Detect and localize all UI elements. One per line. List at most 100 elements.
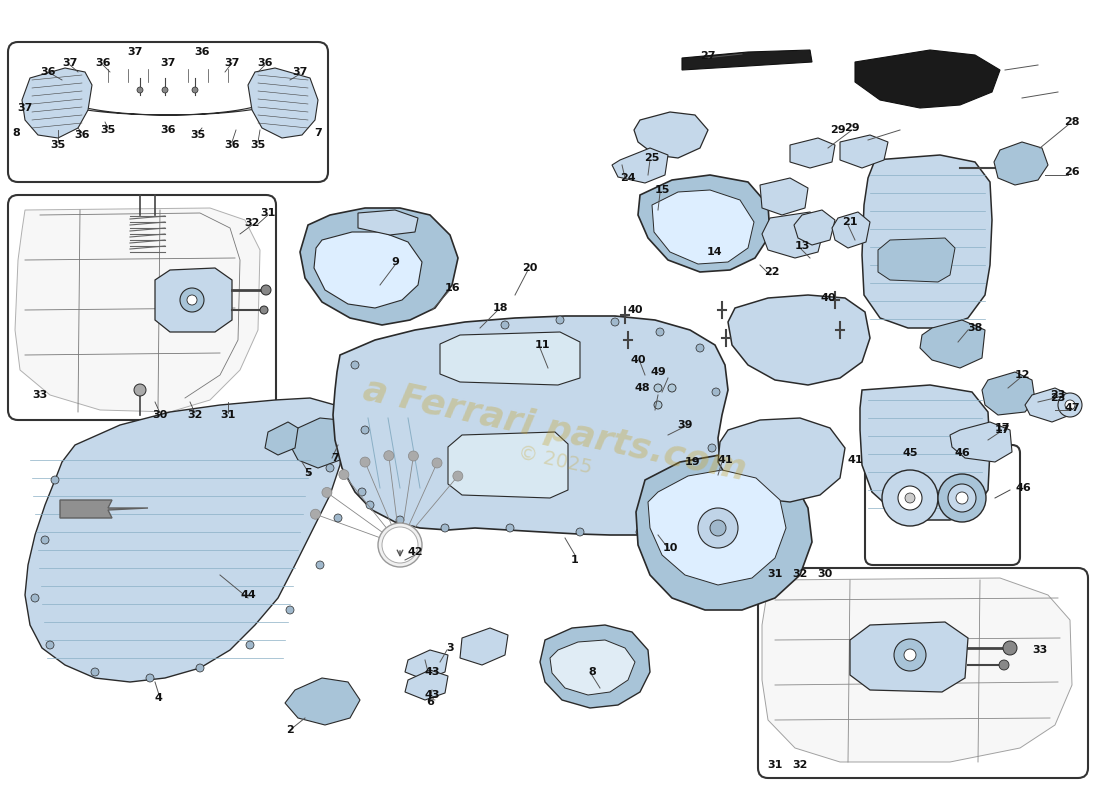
Circle shape [31,594,38,602]
Circle shape [322,487,332,498]
Text: 49: 49 [650,367,666,377]
Text: 27: 27 [701,51,716,61]
Circle shape [246,641,254,649]
Text: 36: 36 [195,47,210,57]
Polygon shape [840,135,888,168]
Text: 28: 28 [1065,117,1080,127]
Text: 35: 35 [251,140,265,150]
Text: 19: 19 [684,457,700,467]
Polygon shape [860,385,990,520]
Polygon shape [862,155,992,328]
Circle shape [453,471,463,481]
Circle shape [698,508,738,548]
Polygon shape [794,210,835,245]
Text: 14: 14 [707,247,723,257]
Text: 8: 8 [12,128,20,138]
Text: 47: 47 [1064,403,1080,413]
Text: 11: 11 [535,340,550,350]
Text: 40: 40 [630,355,646,365]
FancyBboxPatch shape [758,568,1088,778]
Text: 45: 45 [902,448,917,458]
Circle shape [358,488,366,496]
Polygon shape [790,138,835,168]
Polygon shape [155,268,232,332]
Text: 31: 31 [768,569,783,579]
Polygon shape [634,112,708,158]
Polygon shape [285,678,360,725]
Text: 15: 15 [654,185,670,195]
Circle shape [999,660,1009,670]
Polygon shape [25,398,345,682]
Polygon shape [994,142,1048,185]
Text: 31: 31 [768,760,783,770]
Circle shape [146,674,154,682]
Polygon shape [540,625,650,708]
Text: 16: 16 [444,283,460,293]
Text: 36: 36 [96,58,111,68]
Text: 38: 38 [967,323,982,333]
Text: 43: 43 [425,667,440,677]
Circle shape [138,87,143,93]
Circle shape [366,501,374,509]
Text: 18: 18 [493,303,508,313]
Text: 39: 39 [678,420,693,430]
Text: 33: 33 [32,390,47,400]
Circle shape [956,492,968,504]
Polygon shape [832,212,870,248]
Circle shape [432,458,442,468]
Polygon shape [648,470,786,585]
Text: 37: 37 [63,58,78,68]
Polygon shape [60,500,148,518]
Polygon shape [358,210,418,235]
Text: 1: 1 [571,555,579,565]
Circle shape [1065,400,1075,410]
Text: 37: 37 [161,58,176,68]
Circle shape [361,426,368,434]
Circle shape [898,486,922,510]
Polygon shape [762,578,1072,762]
Text: 26: 26 [1064,167,1080,177]
Polygon shape [460,628,508,665]
Polygon shape [612,148,668,183]
Circle shape [708,444,716,452]
Text: 40: 40 [821,293,836,303]
Circle shape [500,321,509,329]
Text: 13: 13 [794,241,810,251]
Polygon shape [652,190,754,264]
Text: 37: 37 [224,58,240,68]
Polygon shape [550,640,635,695]
Polygon shape [920,320,984,368]
Text: 37: 37 [128,47,143,57]
Text: 46: 46 [954,448,970,458]
Text: 32: 32 [244,218,260,228]
Text: 25: 25 [645,153,660,163]
Circle shape [310,510,320,519]
Polygon shape [728,295,870,385]
Polygon shape [290,418,348,468]
Text: 22: 22 [764,267,780,277]
Circle shape [938,474,986,522]
Circle shape [51,476,59,484]
Circle shape [441,524,449,532]
Polygon shape [22,68,92,138]
Circle shape [396,516,404,524]
Circle shape [882,470,938,526]
Polygon shape [636,455,812,610]
Text: 31: 31 [261,208,276,218]
Circle shape [192,87,198,93]
Text: 44: 44 [240,590,256,600]
Circle shape [180,288,204,312]
Text: 7: 7 [315,128,322,138]
Circle shape [696,344,704,352]
Polygon shape [314,232,422,308]
Circle shape [610,318,619,326]
Text: 46: 46 [1015,483,1031,493]
Polygon shape [448,432,568,498]
Circle shape [710,520,726,536]
Polygon shape [300,208,458,325]
Circle shape [654,401,662,409]
Text: 48: 48 [635,383,650,393]
Circle shape [712,388,720,396]
Circle shape [41,536,50,544]
Circle shape [187,295,197,305]
